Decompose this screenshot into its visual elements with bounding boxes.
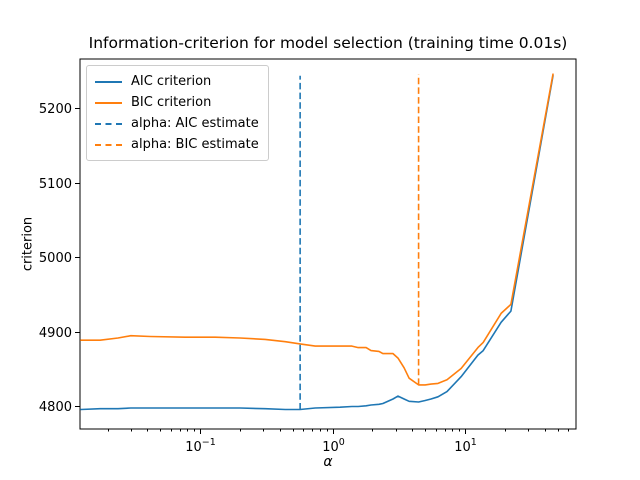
bic-criterion-line [80,73,554,386]
y-axis-tick-label: 5000 [39,251,72,266]
y-axis-label: criterion [20,216,36,272]
legend-line-sample-bic [95,101,122,104]
legend-entry-bic-criterion: BIC criterion [95,92,259,113]
legend-line-sample-aic [95,80,122,83]
y-axis-tick-label: 5200 [39,102,72,117]
x-axis-tick-label: 101 [454,437,477,455]
chart-title: Information-criterion for model selectio… [88,34,568,52]
legend-entry-alpha-bic-estimate: alpha: BIC estimate [95,134,259,155]
y-axis-tick-label: 4800 [39,400,72,415]
legend-label-alpha-aic-estimate: alpha: AIC estimate [131,116,259,131]
legend-entry-aic-criterion: AIC criterion [95,71,259,92]
legend-label-alpha-bic-estimate: alpha: BIC estimate [131,137,259,152]
x-axis-tick-label: 100 [322,437,345,455]
x-axis-tick-label: 10−1 [185,437,216,455]
legend-label-bic-criterion: BIC criterion [131,95,212,110]
aic-criterion-line [80,74,554,411]
legend-entry-alpha-aic-estimate: alpha: AIC estimate [95,113,259,134]
legend: AIC criterion BIC criterion alpha: AIC e… [86,65,269,161]
legend-line-sample-bic-vline [95,143,122,146]
y-axis-tick-label: 4900 [39,326,72,341]
x-axis-label: α [323,454,333,470]
axes-frame [79,58,577,430]
legend-line-sample-aic-vline [95,122,122,125]
legend-label-aic-criterion: AIC criterion [131,74,212,89]
y-axis-tick-label: 5100 [39,177,72,192]
